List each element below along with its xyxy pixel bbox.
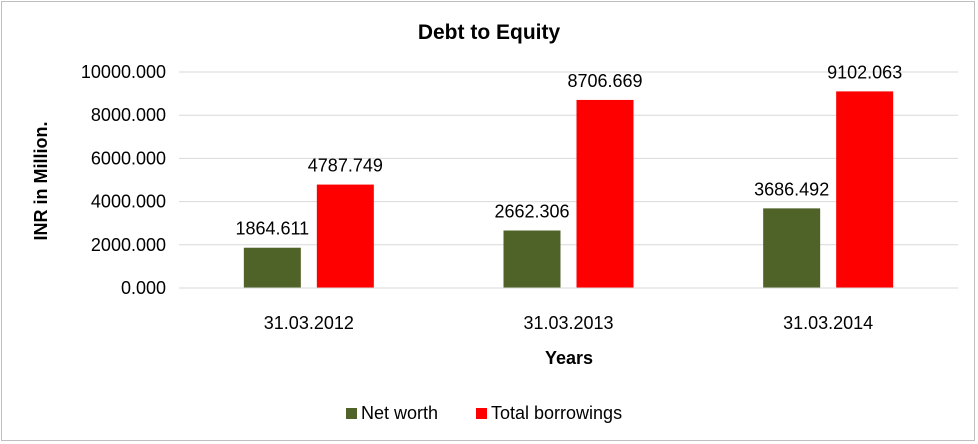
legend-swatch	[346, 408, 357, 419]
x-axis-tick-labels: 31.03.2012 31.03.2013 31.03.2014	[264, 313, 873, 333]
y-tick-label: 0.000	[121, 278, 166, 298]
data-label: 8706.669	[567, 71, 642, 91]
data-label: 4787.749	[308, 156, 383, 176]
x-tick-label: 31.03.2013	[523, 313, 613, 333]
y-tick-label: 4000.000	[91, 192, 166, 212]
data-label: 1864.611	[235, 219, 309, 239]
data-label: 2662.306	[494, 201, 569, 221]
gridlines	[179, 71, 958, 246]
data-label: 3686.492	[754, 179, 829, 199]
bars	[243, 91, 894, 289]
data-label: 9102.063	[827, 62, 902, 82]
y-tick-label: 8000.000	[91, 105, 166, 125]
legend-label: Total borrowings	[491, 403, 622, 423]
y-axis-tick-labels: 0.000 2000.000 4000.000 6000.000 8000.000 100…	[81, 62, 166, 298]
bar-total-borrowings	[576, 99, 634, 289]
legend: Net worth Total borrowings	[346, 403, 622, 423]
x-tick-label: 31.03.2014	[783, 313, 873, 333]
y-tick-label: 2000.000	[91, 235, 166, 255]
y-tick-label: 10000.000	[81, 62, 166, 82]
bar-net-worth	[243, 247, 301, 288]
bar-net-worth	[503, 230, 561, 288]
bar-total-borrowings	[836, 91, 894, 288]
legend-label: Net worth	[361, 403, 438, 423]
y-tick-label: 6000.000	[91, 148, 166, 168]
bar-net-worth	[763, 208, 821, 288]
chart-title: Debt to Equity	[418, 21, 561, 44]
x-axis-label: Years	[545, 348, 593, 368]
data-labels: 1864.611 4787.749 2662.306 8706.669 3686.492…	[235, 62, 902, 238]
x-tick-label: 31.03.2012	[264, 313, 354, 333]
y-axis-label: INR in Million.	[31, 122, 51, 241]
legend-swatch	[476, 408, 487, 419]
bar-total-borrowings	[316, 184, 374, 288]
